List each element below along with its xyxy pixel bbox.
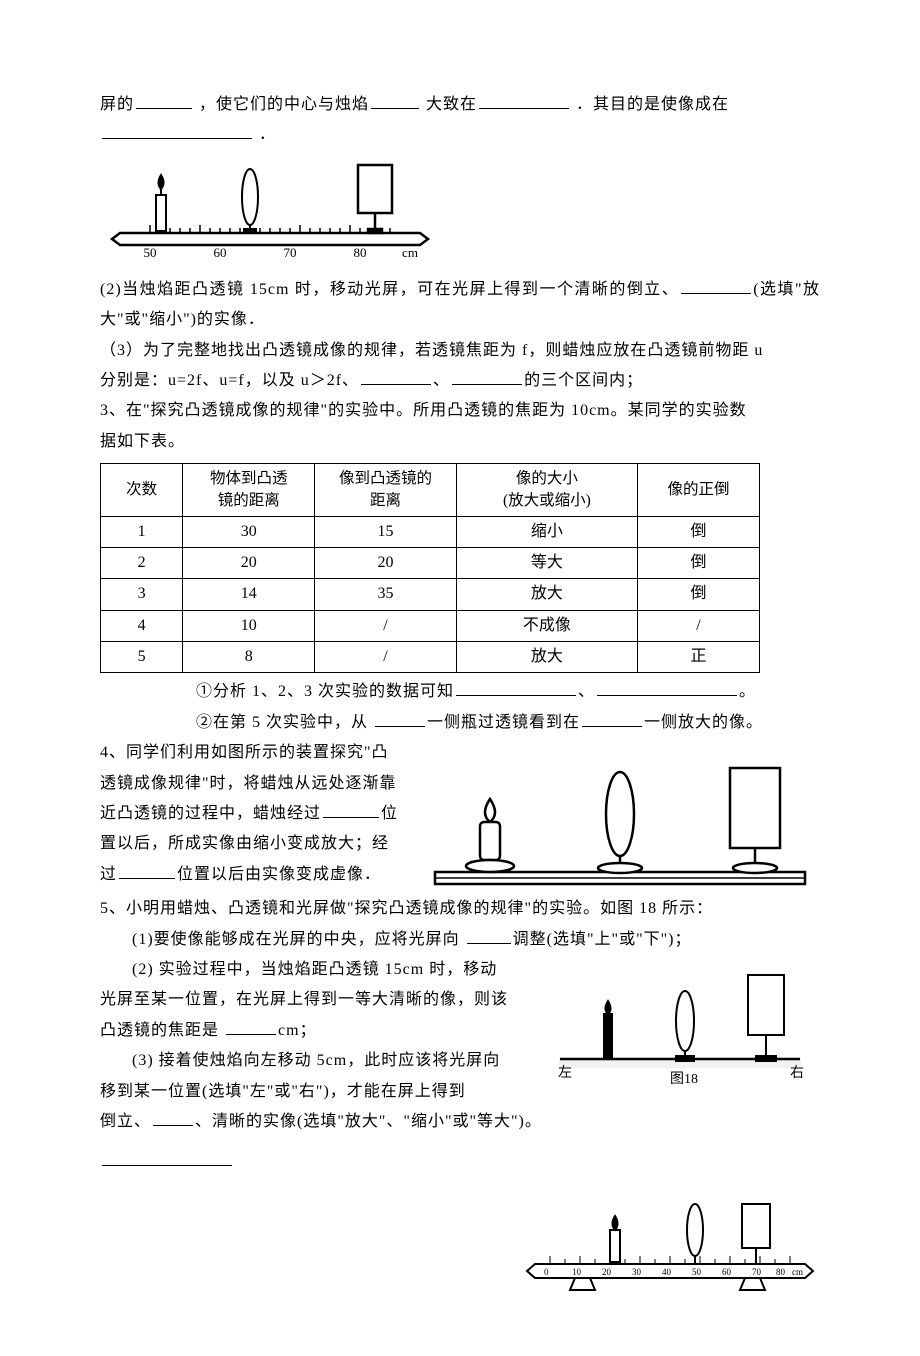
- p3-l2b: 、: [433, 372, 450, 389]
- q3-sub2: ②在第 5 次实验中，从 一侧瓶过透镜看到在一侧放大的像。: [100, 708, 820, 738]
- blank: [681, 275, 751, 294]
- table-row: 410/不成像/: [101, 610, 760, 641]
- blank: [136, 90, 192, 109]
- svg-text:60: 60: [214, 245, 227, 260]
- table-row: 31435放大倒: [101, 579, 760, 610]
- p1-t2: ，使它们的中心与烛焰: [199, 96, 369, 113]
- p3-l2a: 分别是：u=2f、u=f，以及 u＞2f、: [100, 372, 359, 389]
- p3-l2c: 的三个区间内；: [524, 372, 643, 389]
- svg-text:80: 80: [776, 1267, 786, 1277]
- q3-intro: 3、在"探究凸透镜成像的规律"的实验中。所用凸透镜的焦距为 10cm。某同学的实…: [100, 396, 820, 457]
- p1-t1: 屏的: [100, 96, 134, 113]
- th-v: 像到凸透镜的距离: [315, 464, 457, 516]
- svg-text:70: 70: [752, 1267, 762, 1277]
- q5-row: (2) 实验过程中，当烛焰距凸透镜 15cm 时，移动 光屏至某一位置，在光屏上…: [100, 955, 820, 1107]
- p3-l1: （3）为了完整地找出凸透镜成像的规律，若透镜焦距为 f，则蜡烛应放在凸透镜前物距…: [100, 342, 763, 359]
- stray-blank: [100, 1147, 820, 1177]
- blank: [102, 121, 252, 140]
- svg-text:10: 10: [572, 1267, 582, 1277]
- svg-text:0: 0: [544, 1267, 549, 1277]
- th-index: 次数: [101, 464, 183, 516]
- table-row: 58/放大正: [101, 642, 760, 673]
- p1-t4: ．其目的是使像成在: [576, 96, 729, 113]
- table-row: 13015缩小倒: [101, 516, 760, 547]
- q5-intro: 5、小明用蜡烛、凸透镜和光屏做"探究凸透镜成像的规律"的实验。如图 18 所示：: [100, 894, 820, 924]
- svg-text:80: 80: [354, 245, 367, 260]
- th-orient: 像的正倒: [638, 464, 760, 516]
- svg-text:图18: 图18: [670, 1072, 698, 1087]
- para-3: （3）为了完整地找出凸透镜成像的规律，若透镜焦距为 f，则蜡烛应放在凸透镜前物距…: [100, 336, 820, 397]
- figure-q4: [430, 744, 810, 894]
- svg-text:50: 50: [692, 1267, 702, 1277]
- svg-text:50: 50: [144, 245, 157, 260]
- p2-pre: (2)当烛焰距凸透镜 15cm 时，移动光屏，可在光屏上得到一个清晰的倒立、: [100, 281, 679, 298]
- para-2: (2)当烛焰距凸透镜 15cm 时，移动光屏，可在光屏上得到一个清晰的倒立、(选…: [100, 275, 820, 336]
- blank: [479, 90, 569, 109]
- svg-text:40: 40: [662, 1267, 672, 1277]
- q5-p1: (1)要使像能够成在光屏的中央，应将光屏向 调整(选填"上"或"下")；: [100, 925, 820, 955]
- svg-text:右: 右: [790, 1065, 804, 1081]
- blank: [452, 366, 522, 385]
- figure-bottom: 0 10 20 30 40 50 60 70 80 cm: [100, 1186, 820, 1296]
- para-1: 屏的 ，使它们的中心与烛焰 大致在 ．其目的是使像成在 ．: [100, 90, 820, 151]
- q4-block: 4、同学们利用如图所示的装置探究"凸 透镜成像规律"时，将蜡烛从远处逐渐靠 近凸…: [100, 738, 820, 894]
- svg-text:cm: cm: [792, 1267, 803, 1277]
- p1-t3: 大致在: [426, 96, 477, 113]
- th-u: 物体到凸透镜的距离: [183, 464, 315, 516]
- figure-q5: 左 图18 右: [550, 959, 810, 1089]
- th-size: 像的大小(放大或缩小): [456, 464, 637, 516]
- svg-text:70: 70: [284, 245, 297, 260]
- table-row: 22020等大倒: [101, 547, 760, 578]
- svg-text:30: 30: [632, 1267, 642, 1277]
- svg-text:20: 20: [602, 1267, 612, 1277]
- blank: [361, 366, 431, 385]
- experiment-table: 次数 物体到凸透镜的距离 像到凸透镜的距离 像的大小(放大或缩小) 像的正倒 1…: [100, 463, 760, 673]
- q3-sub1: ①分析 1、2、3 次实验的数据可知、。: [100, 677, 820, 707]
- q5-p3l3: 倒立、、清晰的实像(选填"放大"、"缩小"或"等大")。: [100, 1107, 820, 1137]
- table-header-row: 次数 物体到凸透镜的距离 像到凸透镜的距离 像的大小(放大或缩小) 像的正倒: [101, 464, 760, 516]
- figure-ruler-1: 50 60 70 80 cm: [100, 155, 820, 265]
- svg-text:60: 60: [722, 1267, 732, 1277]
- p1-t5: ．: [259, 126, 276, 143]
- svg-text:左: 左: [558, 1065, 572, 1081]
- blank: [371, 90, 419, 109]
- svg-text:cm: cm: [402, 245, 418, 260]
